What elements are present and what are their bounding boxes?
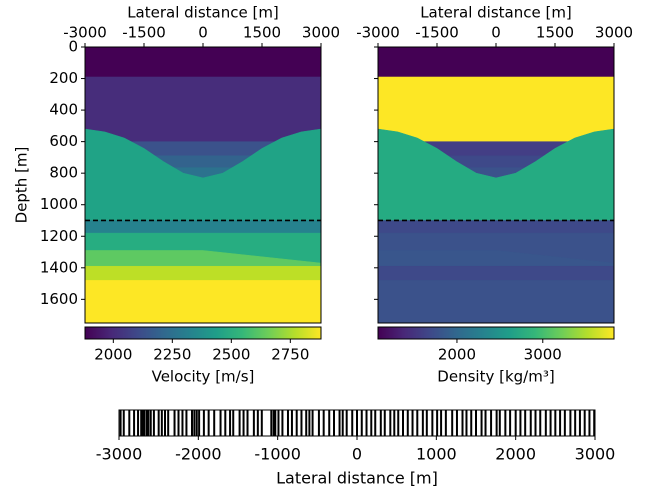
model-image: [85, 47, 321, 323]
x-tick-label: 2000: [495, 445, 536, 464]
x-tick-label: -1500: [415, 24, 459, 42]
y-tick-label: 600: [49, 132, 78, 150]
x-tick-label: -1500: [122, 24, 166, 42]
x-axis-label: Lateral distance [m]: [127, 4, 279, 22]
x-tick-label: 0: [491, 24, 501, 42]
x-tick-label: 3000: [575, 445, 616, 464]
colorbar-label: Velocity [m/s]: [152, 368, 255, 386]
colorbar-tick-label: 2250: [153, 346, 191, 364]
x-tick-label: -3000: [356, 24, 400, 42]
colorbar-tick-label: 2000: [438, 346, 476, 364]
y-axis-label: Depth [m]: [13, 147, 31, 224]
layer: [85, 280, 321, 323]
colorbar: [377, 326, 615, 340]
x-tick-label: 3000: [595, 24, 633, 42]
x-tick-label: -3000: [96, 445, 143, 464]
y-tick-label: 1200: [40, 227, 78, 245]
x-axis-label: Lateral distance [m]: [276, 469, 438, 488]
colorbar-tick-label: 2750: [271, 346, 309, 364]
x-tick-label: 0: [198, 24, 208, 42]
model-image: [378, 47, 614, 323]
y-tick-label: 1400: [40, 258, 78, 276]
y-tick-label: 200: [49, 69, 78, 87]
x-tick-label: 0: [352, 445, 362, 464]
y-tick-label: 1000: [40, 195, 78, 213]
x-tick-label: -2000: [175, 445, 222, 464]
y-tick-label: 1600: [40, 290, 78, 308]
colorbar-tick-label: 3000: [524, 346, 562, 364]
x-tick-label: 1500: [243, 24, 281, 42]
x-tick-label: 1000: [416, 445, 457, 464]
y-tick-label: 800: [49, 164, 78, 182]
x-tick-label: -1000: [254, 445, 301, 464]
x-tick-label: 3000: [302, 24, 340, 42]
colorbar: [84, 326, 322, 340]
y-tick-label: 0: [68, 38, 78, 56]
layer: [378, 280, 614, 323]
colorbar-tick-label: 2500: [212, 346, 250, 364]
colorbar-label: Density [kg/m³]: [437, 368, 554, 386]
colorbar-tick-label: 2000: [94, 346, 132, 364]
y-tick-label: 400: [49, 101, 78, 119]
x-axis-label: Lateral distance [m]: [420, 4, 572, 22]
x-tick-label: 1500: [536, 24, 574, 42]
x-tick-label: -3000: [63, 24, 107, 42]
